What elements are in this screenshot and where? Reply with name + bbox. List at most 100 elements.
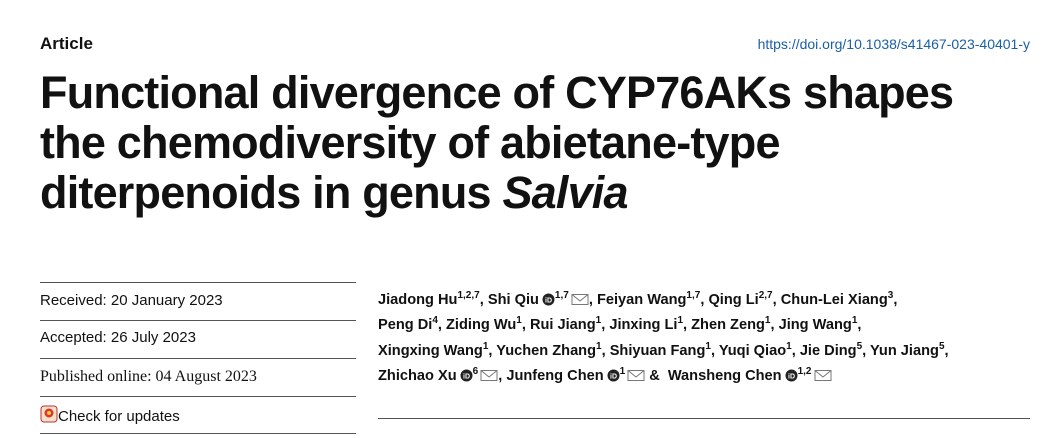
article-label: Article — [40, 34, 93, 53]
rule — [40, 358, 356, 359]
author: Yun Jiang5, — [870, 340, 949, 359]
author-name: Yun Jiang — [870, 342, 939, 359]
author-line: Jiadong Hu1,2,7, Shi Qiu iD 1,7, Feiyan Wa… — [378, 290, 898, 309]
author: Jiadong Hu1,2,7, — [378, 290, 484, 309]
author-name: Jinxing Li — [609, 317, 678, 334]
orcid-icon: iD — [460, 368, 473, 384]
author-name: Shi Qiu — [487, 292, 539, 308]
affiliation: 1 — [677, 315, 683, 327]
separator: , — [488, 342, 493, 359]
svg-text:iD: iD — [610, 373, 617, 380]
affiliation: 1,2,7 — [457, 290, 480, 301]
author: Qing Li2,7, — [708, 290, 777, 309]
affiliation: 1 — [705, 340, 711, 352]
author: Yuqi Qiao1, — [719, 340, 796, 359]
separator: , — [683, 317, 688, 334]
separator: , — [944, 342, 949, 359]
author: Jinxing Li1, — [609, 315, 688, 334]
author: Rui Jiang1, — [529, 316, 606, 334]
author-name: Wansheng Chen — [667, 367, 782, 384]
author: Peng Di4, — [378, 316, 442, 334]
author-name: Chun-Lei Xiang — [780, 292, 888, 308]
author-name: Peng Di — [378, 317, 433, 334]
author: Wansheng Chen iD 1,2 — [667, 365, 832, 384]
author: Feiyan Wang1,7, — [596, 290, 705, 309]
author-name: Zhichao Xu — [378, 367, 457, 384]
author-name: Shiyuan Fang — [609, 342, 706, 359]
title-text: diterpenoids in genus — [40, 167, 503, 218]
affiliation: 3 — [887, 290, 894, 301]
separator: , — [772, 292, 777, 308]
separator: , — [479, 292, 484, 308]
title-italic: Salvia — [502, 167, 628, 218]
author-name: Ziding Wu — [446, 317, 517, 334]
separator: , — [521, 317, 526, 334]
separator: & — [649, 367, 660, 384]
separator: , — [893, 292, 898, 308]
affiliation: 2,7 — [758, 290, 773, 301]
affiliation: 1 — [516, 315, 522, 327]
affiliation: 1,2 — [797, 365, 812, 377]
updates-text: Check for updates — [58, 408, 180, 425]
orcid-icon: iD — [542, 292, 555, 308]
separator: , — [710, 342, 716, 359]
separator: , — [700, 292, 705, 308]
affiliation: 1 — [786, 340, 792, 352]
separator: , — [791, 342, 796, 359]
email-icon — [814, 368, 832, 384]
author-name: Jiadong Hu — [378, 292, 458, 308]
separator: , — [770, 317, 775, 334]
separator: , — [857, 317, 862, 334]
author: Zhichao Xu iD 6, — [378, 365, 503, 384]
separator: , — [498, 367, 503, 384]
email-icon — [627, 368, 645, 384]
rule — [40, 396, 356, 397]
svg-text:iD: iD — [788, 373, 795, 380]
author-name: Jing Wang — [778, 317, 852, 334]
separator: , — [601, 342, 606, 359]
author-name: Zhen Zeng — [691, 317, 765, 334]
author: Junfeng Chen iD 1 & — [506, 365, 663, 384]
affiliation: 1 — [482, 340, 489, 352]
affiliation: 1 — [619, 365, 626, 377]
author-line: Peng Di4, Ziding Wu1, Rui Jiang1, Jinxin… — [378, 315, 862, 334]
affiliation: 6 — [472, 365, 479, 377]
author-name: Qing Li — [708, 292, 759, 308]
rule — [40, 282, 356, 283]
title-line: diterpenoids in genus Salvia — [40, 167, 629, 218]
doi-link[interactable]: https://doi.org/10.1038/s41467-023-40401… — [757, 36, 1030, 52]
published: Published online: 04 August 2023 — [40, 368, 257, 385]
author: Shi Qiu iD 1,7, — [487, 290, 593, 309]
separator: , — [588, 292, 593, 308]
affiliation: 1 — [764, 315, 771, 327]
author: Jie Ding5, — [799, 340, 866, 359]
author-line: Xingxing Wang1, Yuchen Zhang1, Shiyuan F… — [378, 340, 949, 359]
affiliation: 1,7 — [554, 290, 569, 301]
email-icon — [571, 292, 589, 308]
title-line: Functional divergence of CYP76AKs shapes — [40, 67, 954, 118]
rule — [40, 433, 356, 434]
rule — [40, 320, 356, 321]
affiliation: 1,7 — [686, 290, 701, 301]
author: Yuchen Zhang1, — [496, 340, 606, 359]
svg-text:iD: iD — [463, 373, 470, 380]
author: Xingxing Wang1, — [378, 340, 493, 359]
orcid-icon: iD — [607, 368, 620, 384]
author-name: Feiyan Wang — [596, 292, 687, 308]
updates-icon — [40, 405, 58, 423]
author: Zhen Zeng1, — [691, 315, 775, 334]
check-updates[interactable]: Check for updates — [40, 405, 180, 425]
affiliation: 1 — [596, 340, 602, 352]
author: Shiyuan Fang1, — [609, 340, 716, 359]
separator: , — [437, 317, 442, 334]
author: Ziding Wu1, — [446, 315, 526, 334]
affiliation: 5 — [856, 340, 863, 352]
affiliation: 5 — [938, 340, 945, 352]
separator: , — [601, 317, 606, 334]
orcid-icon: iD — [785, 368, 798, 384]
author-name: Rui Jiang — [529, 317, 596, 334]
author-name: Jie Ding — [799, 342, 857, 359]
rule — [378, 418, 1030, 419]
author-name: Yuchen Zhang — [496, 342, 597, 359]
